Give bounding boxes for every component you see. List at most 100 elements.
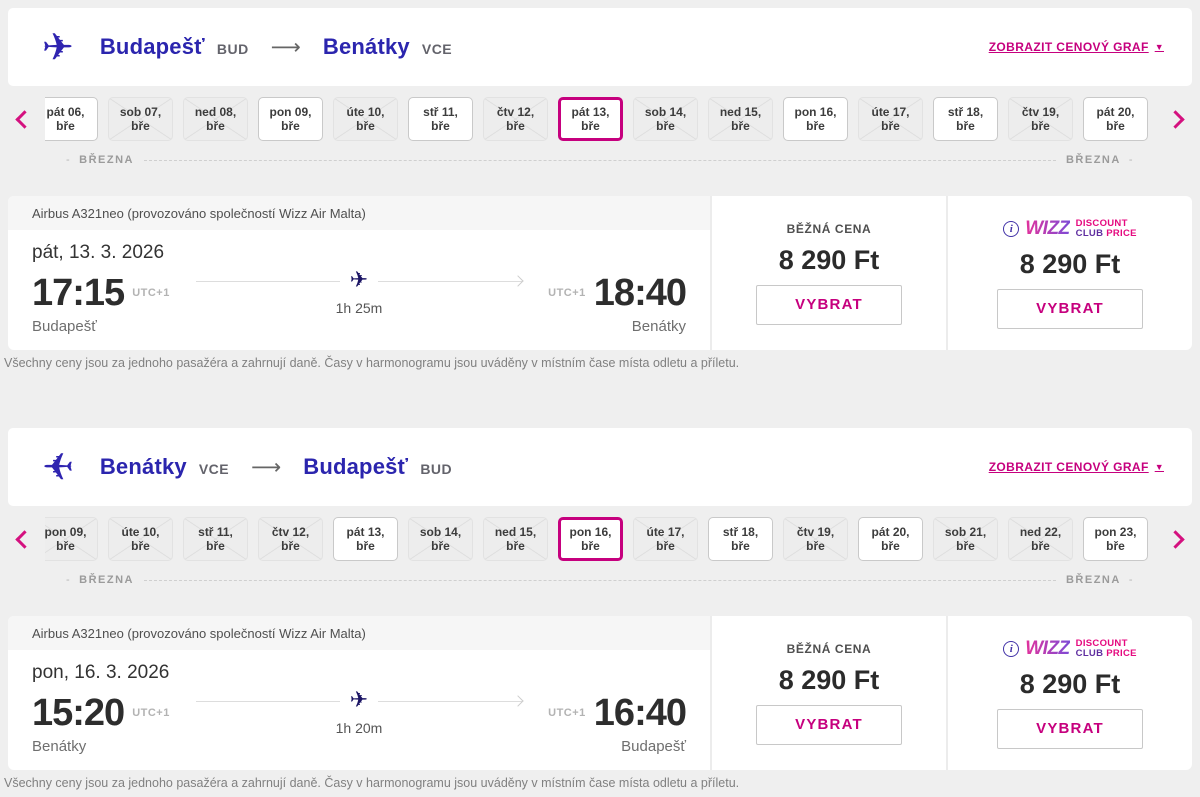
arrival-city: Budapešť: [621, 738, 686, 755]
route-title: Budapešť BUD ⟶ Benátky VCE: [100, 34, 452, 60]
wizz-discount-club-logo: i WIZZ DISCOUNT CLUB PRICE: [1003, 218, 1137, 240]
path-line-right: [378, 700, 523, 702]
departure-block: 17:15 UTC+1: [32, 274, 170, 312]
month-label-left: BŘEZNA: [79, 154, 135, 166]
departure-timezone: UTC+1: [132, 707, 170, 719]
date-tile[interactable]: pát 20, bře: [1083, 97, 1148, 141]
destination-code: BUD: [420, 461, 453, 477]
date-tile: úte 17, bře: [633, 517, 698, 561]
aircraft-info: Airbus A321neo (provozováno společností …: [8, 196, 710, 230]
flight-path: ✈ 1h 20m: [195, 690, 524, 736]
origin-code: BUD: [216, 41, 249, 57]
club-price-panel: i WIZZ DISCOUNT CLUB PRICE 8 290 Ft VYBR…: [946, 196, 1192, 350]
club-price-value: 8 290 Ft: [1019, 668, 1121, 699]
plane-right-icon: ✈: [42, 25, 74, 69]
date-tile[interactable]: pát 13, bře: [333, 517, 398, 561]
date-tile[interactable]: pát 13, bře: [558, 97, 623, 141]
flight-duration: 1h 25m: [335, 300, 383, 316]
origin-city: Benátky: [99, 454, 187, 479]
discount-word: DISCOUNT: [1075, 637, 1128, 649]
outbound-section: ✈ Budapešť BUD ⟶ Benátky VCE ZOBRAZIT CE…: [0, 8, 1200, 370]
info-icon[interactable]: i: [1003, 220, 1020, 237]
section-gap: [0, 370, 1200, 420]
show-price-graph-link[interactable]: ZOBRAZIT CENOVÝ GRAF ▼: [989, 40, 1164, 54]
date-tile[interactable]: stř 18, bře: [708, 517, 773, 561]
arrival-timezone: UTC+1: [548, 707, 586, 719]
regular-price-label: BĚŽNÁ CENA: [786, 641, 872, 656]
date-tile[interactable]: stř 18, bře: [933, 97, 998, 141]
date-tile[interactable]: pon 16, bře: [783, 97, 848, 141]
date-tile: čtv 19, bře: [783, 517, 848, 561]
price-graph-label: ZOBRAZIT CENOVÝ GRAF: [988, 460, 1149, 474]
flight-timeline: 15:20 UTC+1 ✈ 1h 20m: [32, 690, 687, 737]
route-title: Benátky VCE ⟶ Budapešť BUD: [100, 454, 452, 480]
club-price-caption: DISCOUNT CLUB PRICE: [1075, 637, 1137, 659]
date-tile: stř 11, bře: [183, 517, 248, 561]
regular-price-label: BĚŽNÁ CENA: [786, 221, 872, 236]
carousel-prev-button[interactable]: [15, 109, 34, 129]
regular-price-value: 8 290 Ft: [778, 664, 880, 695]
route-header: ✈ Benátky VCE ⟶ Budapešť BUD ZOBRAZIT CE…: [8, 428, 1192, 506]
caret-down-icon: ▼: [1154, 42, 1164, 52]
flight-timeline: 17:15 UTC+1 ✈ 1h 25m: [32, 270, 687, 317]
wizz-logo: WIZZ: [1025, 637, 1070, 659]
arrival-time: 16:40: [593, 692, 687, 734]
date-tile: ned 15, bře: [483, 517, 548, 561]
regular-price-panel: BĚŽNÁ CENA 8 290 Ft VYBRAT: [710, 196, 946, 350]
arrowhead-icon: [512, 275, 524, 287]
dash: -: [66, 574, 72, 586]
destination-city: Budapešť: [303, 454, 409, 479]
date-tile[interactable]: pát 06, bře: [45, 97, 98, 141]
select-club-button[interactable]: VYBRAT: [997, 288, 1143, 329]
date-tile[interactable]: pon 09, bře: [258, 97, 323, 141]
dash: -: [1128, 574, 1134, 586]
date-carousel: pát 06, bře sob 07, bře ned 08, bře pon 09, bře…: [0, 96, 1200, 142]
club-price-words: CLUB PRICE: [1075, 227, 1137, 239]
select-regular-button[interactable]: VYBRAT: [756, 284, 902, 325]
date-tile[interactable]: pon 23, bře: [1083, 517, 1148, 561]
select-club-button[interactable]: VYBRAT: [997, 708, 1143, 749]
flight-duration: 1h 20m: [335, 720, 383, 736]
city-labels: Budapešť Benátky: [32, 318, 686, 335]
show-price-graph-link[interactable]: ZOBRAZIT CENOVÝ GRAF ▼: [989, 460, 1164, 474]
month-label-left: BŘEZNA: [79, 574, 135, 586]
select-regular-button[interactable]: VYBRAT: [756, 704, 902, 745]
date-tile: sob 14, bře: [633, 97, 698, 141]
info-icon[interactable]: i: [1003, 640, 1020, 657]
date-tile: sob 14, bře: [408, 517, 473, 561]
arrival-block: UTC+1 16:40: [548, 692, 687, 734]
date-tile: ned 08, bře: [183, 97, 248, 141]
dash: -: [1128, 154, 1134, 166]
wizz-discount-club-logo: i WIZZ DISCOUNT CLUB PRICE: [1003, 638, 1137, 660]
flight-path-line: ✈: [195, 690, 524, 712]
flight-details-panel: Airbus A321neo (provozováno společností …: [8, 616, 710, 770]
caret-down-icon: ▼: [1154, 462, 1164, 472]
plane-left-icon: ✈: [42, 445, 74, 489]
club-word: CLUB: [1075, 227, 1107, 239]
club-price-panel: i WIZZ DISCOUNT CLUB PRICE 8 290 Ft VYBR…: [946, 616, 1192, 770]
departure-block: 15:20 UTC+1: [32, 694, 170, 732]
arrow-right-icon: ⟶: [251, 455, 282, 479]
arrival-time: 18:40: [593, 272, 687, 314]
club-price-caption: DISCOUNT CLUB PRICE: [1075, 218, 1137, 239]
return-section: ✈ Benátky VCE ⟶ Budapešť BUD ZOBRAZIT CE…: [0, 428, 1200, 790]
date-tile: čtv 19, bře: [1008, 97, 1073, 141]
price-word: PRICE: [1106, 227, 1137, 239]
date-strip: pát 06, bře sob 07, bře ned 08, bře pon 09, bře…: [45, 96, 1159, 142]
date-tile[interactable]: stř 11, bře: [408, 97, 473, 141]
destination-code: VCE: [421, 41, 453, 57]
date-tile[interactable]: pon 16, bře: [558, 517, 623, 561]
carousel-prev-button[interactable]: [15, 529, 34, 549]
date-strip: pon 09, bře úte 10, bře stř 11, bře čtv 12, bře…: [45, 516, 1159, 562]
month-label-right: BŘEZNA: [1065, 154, 1121, 166]
flight-body: pon, 16. 3. 2026 15:20 UTC+1 ✈: [8, 650, 710, 770]
departure-city: Benátky: [32, 738, 87, 755]
club-price-value: 8 290 Ft: [1019, 248, 1121, 279]
city-labels: Benátky Budapešť: [32, 738, 686, 755]
carousel-next-button[interactable]: [1166, 109, 1185, 129]
carousel-next-button[interactable]: [1166, 529, 1185, 549]
path-line-left: [195, 280, 340, 282]
date-tile: sob 21, bře: [933, 517, 998, 561]
flight-path: ✈ 1h 25m: [195, 270, 524, 316]
date-tile[interactable]: pát 20, bře: [858, 517, 923, 561]
